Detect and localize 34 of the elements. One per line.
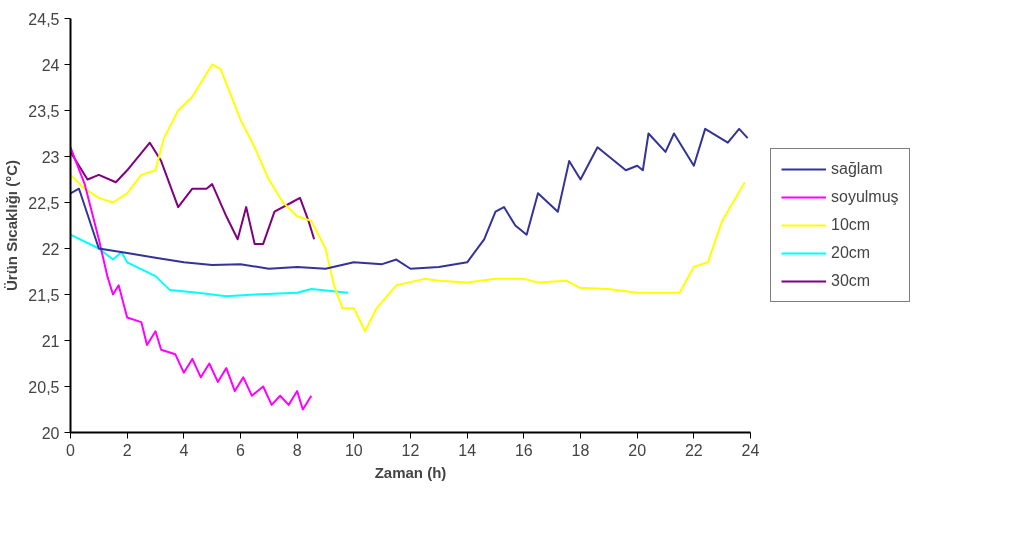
y-tick-label: 23 — [41, 148, 60, 166]
y-tick-label: 20,5 — [28, 378, 60, 396]
y-tick-label: 23,5 — [28, 102, 60, 120]
legend-label: 10cm — [831, 216, 871, 234]
x-axis-title: Zaman (h) — [374, 463, 447, 481]
line-series — [70, 127, 749, 270]
legend-label: 30cm — [831, 272, 871, 290]
x-tick-label: 6 — [236, 441, 246, 459]
x-tick-label: 2 — [122, 441, 132, 459]
y-axis-title: Ürün Sıcaklığı (°C) — [3, 159, 21, 292]
y-tick-label: 22 — [41, 240, 60, 258]
legend-label: soyulmuş — [831, 188, 899, 206]
y-tick-label: 24 — [41, 56, 60, 74]
y-tick-label: 20 — [41, 424, 60, 442]
y-tick-label: 21,5 — [28, 286, 60, 304]
x-tick-label: 24 — [741, 441, 760, 459]
line-series — [70, 141, 316, 245]
x-tick-label: 22 — [684, 441, 703, 459]
x-tick-label: 12 — [401, 441, 420, 459]
legend-label: 20cm — [831, 244, 871, 262]
x-tick-label: 8 — [292, 441, 302, 459]
legend-label: sağlam — [831, 160, 883, 178]
x-tick-label: 4 — [179, 441, 189, 459]
y-tick-label: 24,5 — [28, 10, 60, 28]
x-tick-label: 18 — [571, 441, 590, 459]
x-tick-label: 16 — [514, 441, 533, 459]
y-tick-label: 21 — [41, 332, 60, 350]
x-tick-label: 10 — [344, 441, 363, 459]
y-tick-label: 22,5 — [28, 194, 60, 212]
x-tick-label: 20 — [628, 441, 647, 459]
line-series — [70, 63, 746, 333]
line-series — [70, 233, 350, 298]
x-tick-label: 14 — [458, 441, 477, 459]
x-tick-label: 0 — [66, 441, 76, 459]
